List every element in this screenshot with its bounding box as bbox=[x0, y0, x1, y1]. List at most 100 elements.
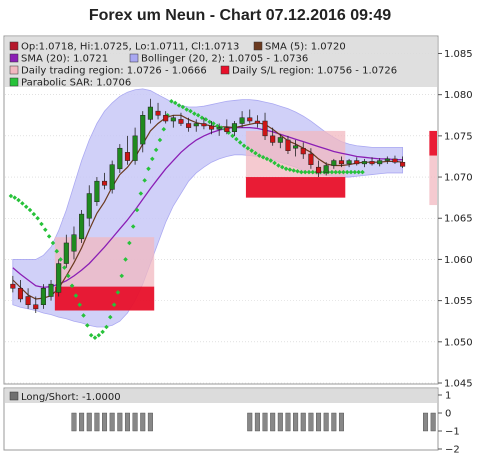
candle-body bbox=[308, 153, 314, 165]
candle-body bbox=[79, 213, 85, 240]
y-tick-label: 1.050 bbox=[444, 337, 473, 348]
candle-body bbox=[338, 160, 345, 165]
sar-dot bbox=[283, 166, 289, 172]
legend-background bbox=[5, 37, 437, 87]
long-short-bar bbox=[147, 412, 153, 432]
sar-dot bbox=[108, 314, 113, 320]
long-short-bar bbox=[140, 412, 146, 432]
candle-body bbox=[331, 160, 337, 166]
sar-dot bbox=[127, 240, 132, 246]
long-short-bar bbox=[262, 412, 268, 432]
long-short-bar bbox=[109, 412, 115, 432]
sar-dot bbox=[291, 168, 296, 173]
candle-body bbox=[400, 161, 406, 167]
candle-body bbox=[231, 123, 238, 132]
legend-label: Parabolic SAR: 1.0706 bbox=[21, 78, 131, 89]
sar-dot bbox=[310, 169, 316, 175]
candle-body bbox=[48, 283, 54, 297]
long-short-bar bbox=[323, 412, 329, 432]
candle-body bbox=[170, 117, 176, 122]
long-short-bar bbox=[124, 412, 130, 432]
candle-body bbox=[109, 164, 115, 190]
y-tick-label: 1.065 bbox=[444, 214, 473, 225]
legend-label: SMA (5): 1.0720 bbox=[265, 42, 346, 53]
candle-body bbox=[254, 120, 260, 124]
long-short-bar bbox=[117, 412, 123, 432]
sar-dot bbox=[62, 265, 67, 270]
sub-y-tick-label: −1 bbox=[445, 427, 460, 438]
candle-body bbox=[132, 135, 138, 161]
candle-body bbox=[63, 242, 69, 264]
candle-body bbox=[201, 123, 207, 127]
legend-swatch bbox=[9, 53, 19, 63]
legend-label: Bollinger (20, 2): 1.0705 - 1.0736 bbox=[141, 54, 308, 65]
long-short-bar bbox=[79, 412, 85, 432]
candle-body bbox=[71, 234, 77, 252]
candle-body bbox=[208, 125, 215, 130]
trading-region bbox=[54, 237, 155, 287]
sar-dot bbox=[276, 163, 281, 168]
long-short-bar bbox=[247, 412, 253, 432]
candle-body bbox=[86, 193, 92, 219]
candle-body bbox=[17, 288, 24, 300]
y-tick-label: 1.080 bbox=[444, 90, 473, 101]
sar-dot bbox=[184, 107, 189, 112]
candle-body bbox=[270, 135, 276, 143]
chart-title: Forex um Neun - Chart 07.12.2016 09:49 bbox=[89, 7, 391, 24]
sub-legend-label: Long/Short: -1.0000 bbox=[21, 392, 121, 403]
candle-body bbox=[94, 180, 100, 203]
sub-y-tick-label: −2 bbox=[445, 445, 460, 456]
long-short-bar bbox=[293, 412, 299, 432]
sar-dot bbox=[211, 121, 216, 126]
sar-dot bbox=[69, 283, 75, 289]
candle-body bbox=[193, 123, 199, 127]
sma5-line bbox=[12, 114, 403, 300]
candle-body bbox=[56, 263, 62, 293]
sar-dot bbox=[123, 257, 128, 262]
sar-dot bbox=[257, 153, 262, 158]
y-tick-label: 1.060 bbox=[444, 255, 473, 266]
candle-body bbox=[277, 137, 283, 143]
sar-dot bbox=[268, 158, 274, 163]
legend-label: Daily S/L region: 1.0756 - 1.0726 bbox=[232, 66, 397, 77]
candle-body bbox=[392, 158, 398, 163]
candle-body bbox=[178, 119, 184, 124]
sar-dot bbox=[12, 195, 17, 200]
trading-region bbox=[429, 155, 437, 206]
long-short-bar bbox=[94, 412, 100, 432]
long-short-bar bbox=[254, 412, 260, 432]
sl-region bbox=[245, 177, 346, 198]
y-tick-label: 1.085 bbox=[444, 49, 473, 60]
sub-y-tick-label: 0 bbox=[445, 409, 451, 420]
long-short-bar bbox=[423, 412, 429, 432]
sar-dot bbox=[188, 108, 193, 114]
long-short-bar bbox=[285, 412, 291, 432]
long-short-bar bbox=[308, 412, 314, 432]
sar-dot bbox=[73, 293, 79, 298]
long-short-bar bbox=[277, 412, 283, 432]
candle-body bbox=[25, 296, 31, 305]
candle-body bbox=[293, 145, 299, 149]
candle-body bbox=[101, 180, 108, 186]
candle-body bbox=[262, 120, 268, 137]
legend-swatch bbox=[253, 41, 263, 51]
sub-legend: Long/Short: -1.0000 bbox=[9, 391, 121, 403]
sar-dot bbox=[43, 227, 48, 233]
sub-y-axis: 1 0 −1 −2 bbox=[438, 391, 460, 456]
candle-body bbox=[117, 147, 123, 170]
sl-region bbox=[54, 286, 155, 311]
candle-body bbox=[163, 115, 169, 122]
candle-body bbox=[247, 117, 253, 122]
legend-label: Op:1.0718, Hi:1.0725, Lo:1.0711, Cl:1.07… bbox=[21, 42, 239, 53]
candle-body bbox=[369, 161, 375, 165]
sl-region bbox=[429, 130, 437, 156]
candle-body bbox=[300, 147, 306, 155]
sma-lines bbox=[12, 114, 403, 300]
candle-body bbox=[40, 288, 46, 305]
long-short-bar bbox=[430, 412, 436, 432]
y-tick-label: 1.045 bbox=[444, 379, 473, 390]
candle-body bbox=[323, 165, 329, 174]
sar-dot bbox=[295, 169, 300, 174]
candle-body bbox=[10, 283, 16, 289]
